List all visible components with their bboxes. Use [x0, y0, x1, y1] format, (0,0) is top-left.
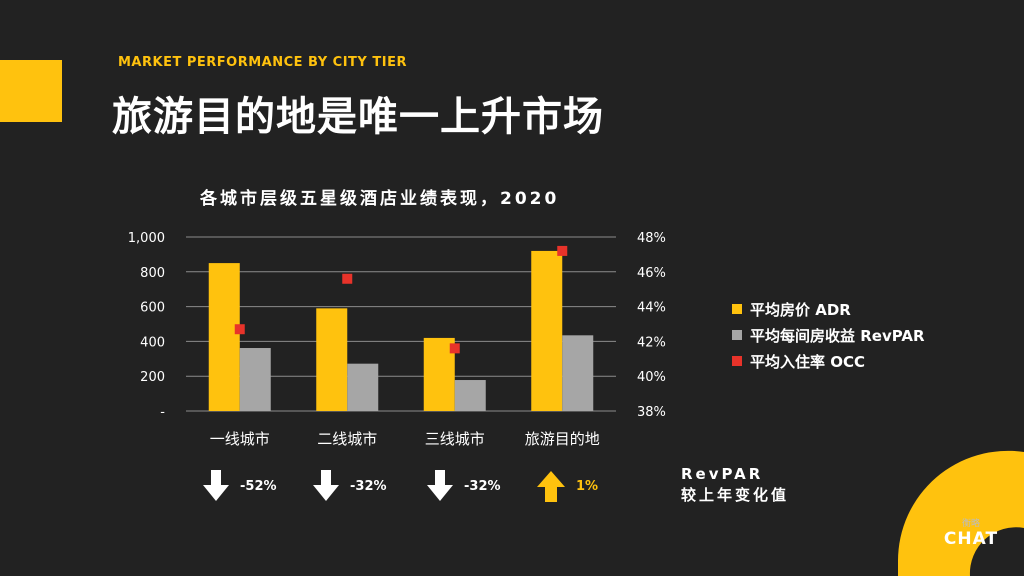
right-axis-tick-label: 42% — [637, 335, 666, 350]
category-label: 旅游目的地 — [525, 430, 600, 448]
category-label: 三线城市 — [425, 430, 485, 448]
left-axis-tick-label: 400 — [140, 335, 165, 350]
legend-swatch-revpar — [732, 330, 742, 340]
marker-occ — [234, 324, 245, 335]
accent-square — [0, 60, 62, 122]
marker-occ — [557, 245, 568, 256]
left-axis-tick-label: 200 — [140, 370, 165, 385]
change-value: -32% — [350, 478, 387, 494]
legend-label-occ: 平均入住率 OCC — [750, 352, 865, 371]
brand-logo: 衡略 CHAT — [942, 516, 1000, 549]
legend-item-occ: 平均入住率 OCC — [732, 348, 925, 374]
bar-adr — [316, 308, 348, 411]
arrow-down-icon — [203, 470, 229, 501]
logo-mark: 衡略 — [961, 519, 980, 529]
change-value: -52% — [240, 478, 277, 494]
category-label: 一线城市 — [210, 430, 270, 448]
legend-label-revpar: 平均每间房收益 RevPAR — [750, 326, 925, 345]
arrow-up-icon — [537, 471, 565, 502]
change-item-tier2: -32% — [312, 470, 387, 502]
bar-revpar — [239, 348, 271, 411]
left-axis-tick-label: 1,000 — [128, 231, 165, 246]
left-axis-tick-label: 600 — [140, 301, 165, 316]
bar-revpar — [347, 363, 379, 411]
bar-revpar — [454, 380, 486, 411]
change-note-line1: RevPAR — [681, 465, 764, 483]
change-note-line2: 较上年变化值 — [681, 486, 790, 504]
bar-adr — [423, 337, 455, 411]
corner-arc-decoration — [898, 450, 1024, 576]
chart-title: 各城市层级五星级酒店业绩表现，2020 — [200, 189, 560, 209]
change-item-tier1: -52% — [202, 470, 277, 502]
bar-revpar — [562, 335, 594, 411]
marker-occ — [449, 343, 460, 354]
chart-legend: 平均房价 ADR 平均每间房收益 RevPAR 平均入住率 OCC — [732, 296, 925, 374]
legend-swatch-adr — [732, 304, 742, 314]
page-title: 旅游目的地是唯一上升市场 — [112, 94, 604, 140]
right-axis-tick-label: 46% — [637, 266, 666, 281]
bar-adr — [208, 263, 240, 411]
legend-swatch-occ — [732, 356, 742, 366]
legend-label-adr: 平均房价 ADR — [750, 300, 851, 319]
legend-item-revpar: 平均每间房收益 RevPAR — [732, 322, 925, 348]
arrow-down-icon — [427, 470, 453, 501]
right-axis-tick-label: 48% — [637, 231, 666, 246]
change-value: -32% — [464, 478, 501, 494]
change-item-destination: 1% — [536, 470, 598, 502]
marker-occ — [342, 273, 353, 284]
bar-adr — [531, 250, 563, 411]
logo-text: CHAT — [943, 529, 999, 549]
kicker-text: MARKET PERFORMANCE BY CITY TIER — [118, 55, 407, 70]
arrow-down-icon — [313, 470, 339, 501]
change-note: RevPAR 较上年变化值 — [681, 464, 789, 506]
right-axis-tick-label: 44% — [637, 301, 666, 316]
left-axis-tick-label: 800 — [140, 266, 165, 281]
legend-item-adr: 平均房价 ADR — [732, 296, 925, 322]
change-item-tier3: -32% — [426, 470, 501, 502]
change-value: 1% — [576, 478, 599, 494]
right-axis-tick-label: 40% — [637, 370, 666, 385]
left-axis-tick-label: - — [160, 405, 165, 420]
right-axis-tick-label: 38% — [637, 405, 666, 420]
category-label: 二线城市 — [317, 430, 377, 448]
